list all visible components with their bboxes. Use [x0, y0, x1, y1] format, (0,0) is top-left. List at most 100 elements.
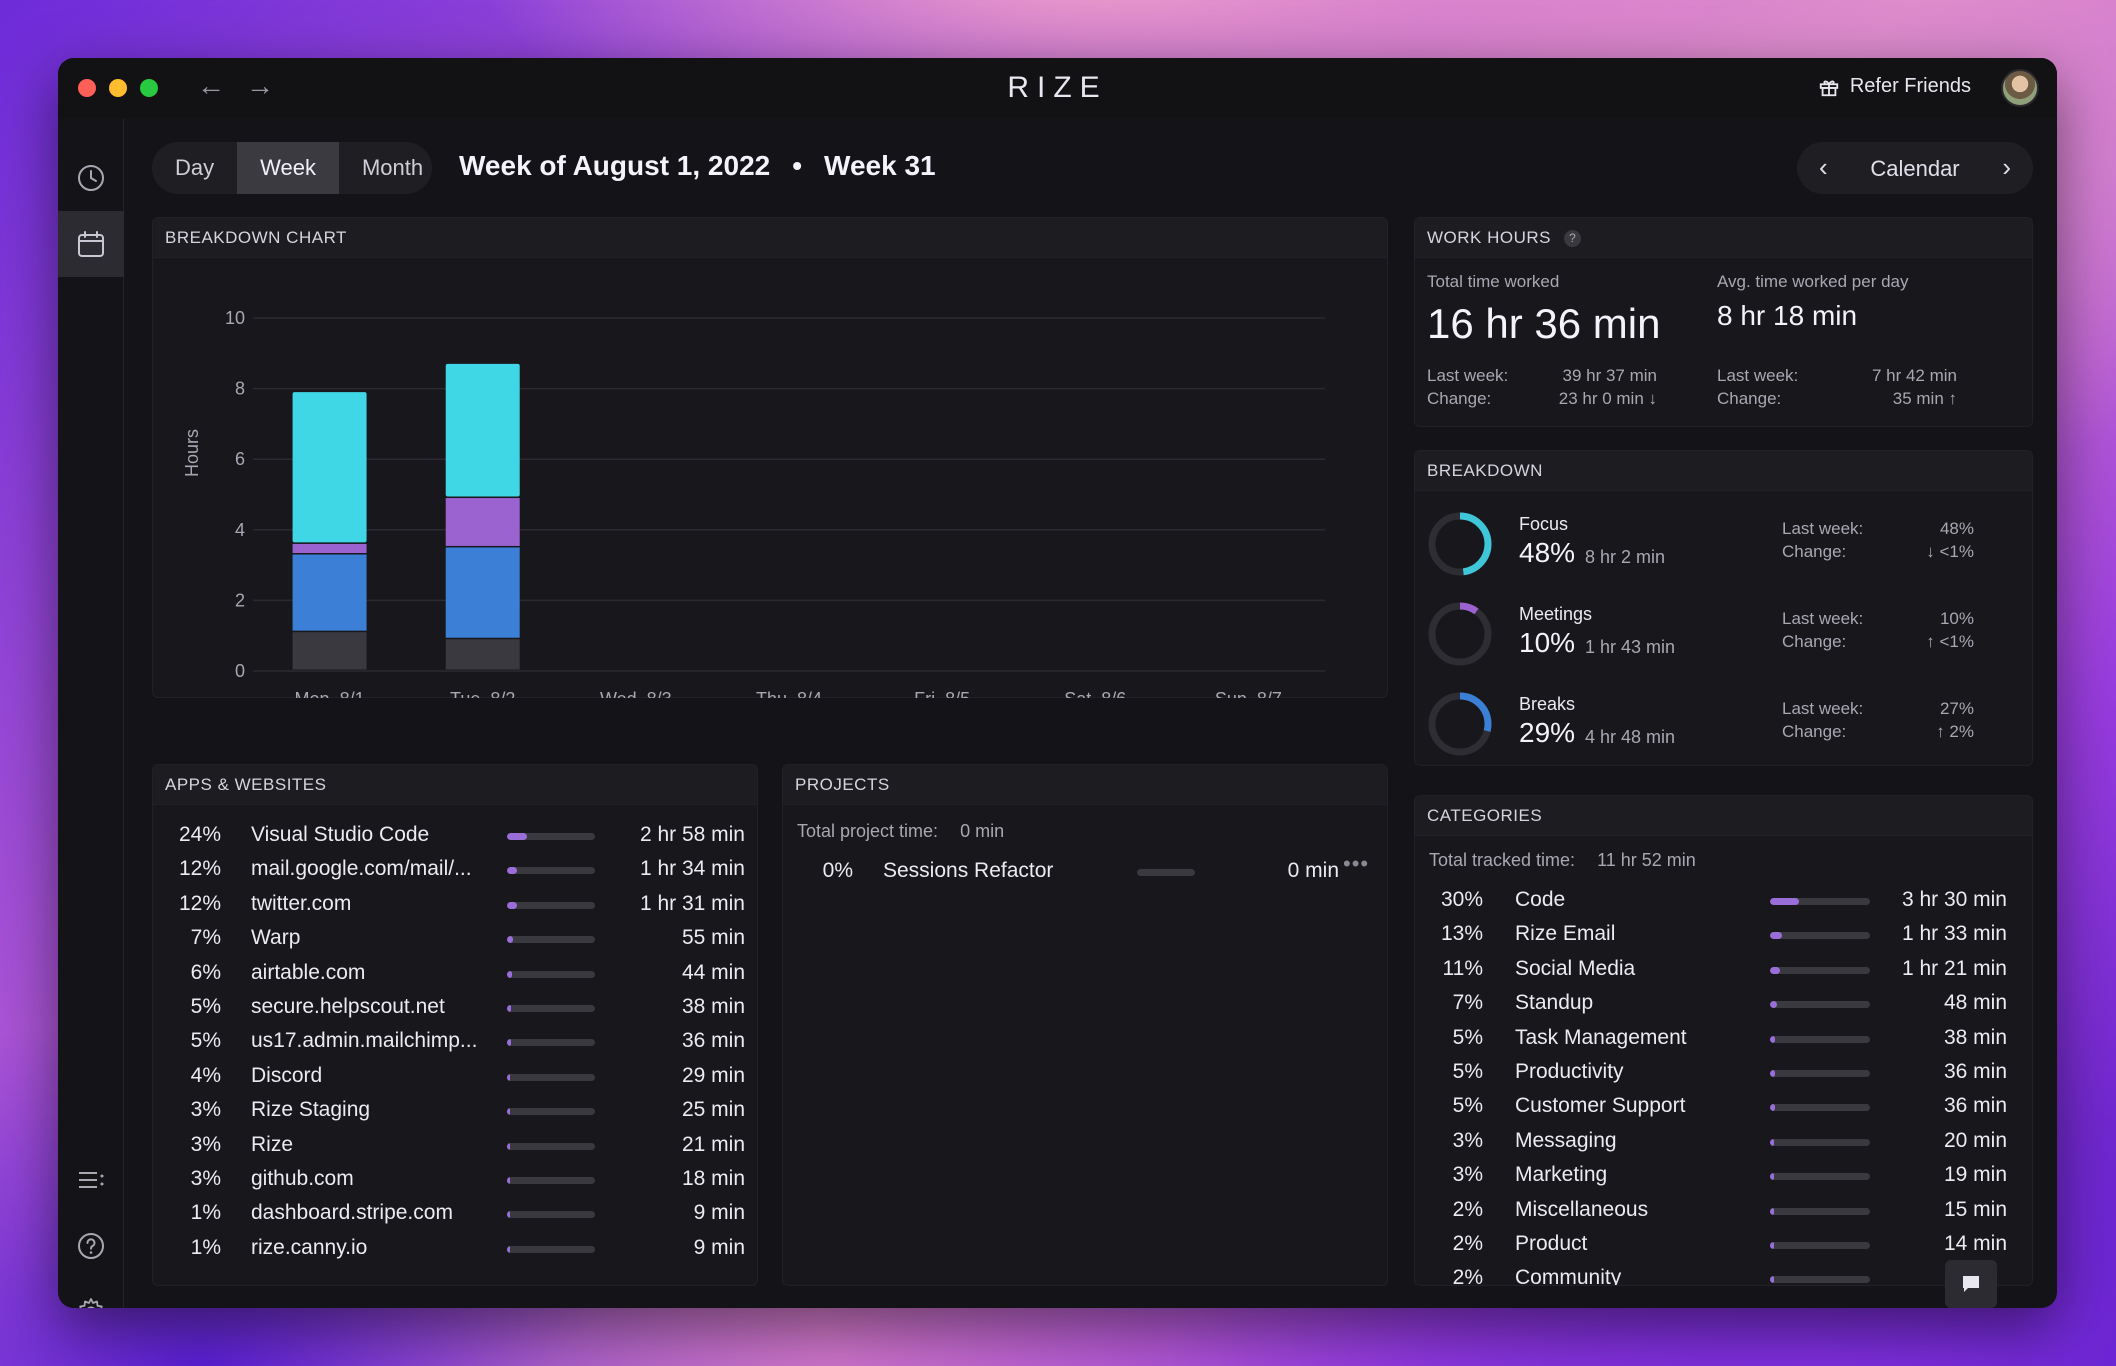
y-tick-label: 10	[225, 308, 245, 328]
chart-bar-segment[interactable]	[445, 547, 520, 638]
row-percent: 5%	[190, 1029, 221, 1053]
category-row[interactable]: 7% Standup 48 min	[1415, 987, 2032, 1021]
breakdown-duration: 1 hr 43 min	[1585, 637, 1676, 657]
app-row[interactable]: 24% Visual Studio Code 2 hr 58 min	[153, 819, 757, 853]
category-row[interactable]: 3% Messaging 20 min	[1415, 1125, 2032, 1159]
x-tick-label: Tue, 8/2	[450, 689, 515, 698]
row-name: Miscellaneous	[1515, 1197, 1649, 1221]
row-name: Standup	[1515, 991, 1594, 1015]
app-row[interactable]: 3% Rize Staging 25 min	[153, 1094, 757, 1128]
project-row[interactable]: 0% Sessions Refactor 0 min •••	[783, 851, 1387, 889]
avatar[interactable]	[2001, 69, 2039, 107]
forward-arrow-icon[interactable]: →	[246, 70, 274, 101]
row-percent: 11%	[1442, 956, 1483, 980]
chart-bar-segment[interactable]	[292, 554, 367, 631]
breakdown-row-meetings[interactable]: Meetings 10% 1 hr 43 min Last week: Change: 1…	[1415, 591, 2032, 671]
sidebar-item-help[interactable]	[58, 1213, 124, 1279]
category-row[interactable]: 30% Code 3 hr 30 min	[1415, 884, 2032, 918]
category-row[interactable]: 2% Miscellaneous 15 min	[1415, 1194, 2032, 1228]
row-duration: 38 min	[681, 995, 745, 1018]
row-progress-fill	[1770, 1001, 1777, 1009]
category-row[interactable]: 5% Task Management 38 min	[1415, 1022, 2032, 1056]
app-row[interactable]: 4% Discord 29 min	[153, 1060, 757, 1094]
app-row[interactable]: 5% us17.admin.mailchimp... 36 min	[153, 1025, 757, 1059]
row-duration: 9 min	[693, 1201, 745, 1225]
row-name: Task Management	[1515, 1025, 1687, 1049]
avg-last-week-value: 7 hr 42 min	[1871, 366, 1957, 385]
app-row[interactable]: 12% mail.google.com/mail/... 1 hr 34 min	[153, 853, 757, 887]
chart-bar-segment[interactable]	[445, 363, 520, 497]
chevron-left-icon[interactable]: ‹	[1819, 152, 1828, 182]
page-title-range: Week of August 1, 2022	[459, 150, 771, 181]
x-tick-label: Fri, 8/5	[914, 689, 970, 698]
app-row[interactable]: 1% dashboard.stripe.com 9 min	[153, 1197, 757, 1231]
row-duration: 1 hr 21 min	[1901, 956, 2007, 980]
tab-day[interactable]: Day	[175, 155, 215, 180]
breakdown-donut-arc	[1428, 602, 1492, 666]
sidebar-item-calendar[interactable]	[58, 211, 124, 277]
category-row[interactable]: 11% Social Media 1 hr 21 min	[1415, 953, 2032, 987]
row-duration: 1 hr 33 min	[1901, 922, 2007, 946]
row-duration: 48 min	[1943, 991, 2007, 1015]
breakdown-change-label: Change:	[1782, 722, 1847, 741]
app-row[interactable]: 7% Warp 55 min	[153, 922, 757, 956]
app-row[interactable]: 6% airtable.com 44 min	[153, 957, 757, 991]
row-name: Visual Studio Code	[251, 823, 430, 846]
breakdown-row-focus[interactable]: Focus 48% 8 hr 2 min Last week: Change: 48% ↓ …	[1415, 501, 2032, 581]
app-row[interactable]: 12% twitter.com 1 hr 31 min	[153, 888, 757, 922]
category-row[interactable]: 13% Rize Email 1 hr 33 min	[1415, 918, 2032, 952]
row-duration: 21 min	[681, 1132, 745, 1156]
chart-bar-segment[interactable]	[292, 392, 367, 543]
help-icon[interactable]: ?	[1564, 230, 1582, 247]
projects-panel: PROJECTS Total project time: 0 min 0% Sess…	[782, 764, 1388, 1286]
category-row[interactable]: 5% Productivity 36 min	[1415, 1056, 2032, 1090]
y-tick-label: 6	[235, 449, 245, 469]
breakdown-chart-heading: BREAKDOWN CHART	[153, 218, 1387, 258]
row-progress-bar	[507, 1005, 595, 1012]
app-row[interactable]: 3% github.com 18 min	[153, 1163, 757, 1197]
row-name: Discord	[251, 1063, 323, 1087]
app-window: ← → RIZE Refer Friends	[58, 58, 2057, 1308]
chart-bar-segment[interactable]	[445, 498, 520, 546]
tab-month[interactable]: Month	[361, 155, 424, 180]
tab-week[interactable]: Week	[237, 142, 339, 194]
app-row[interactable]: 5% secure.helpscout.net 38 min	[153, 991, 757, 1025]
row-name: secure.helpscout.net	[251, 995, 445, 1018]
breakdown-change-label: Change:	[1782, 542, 1847, 561]
breakdown-row-breaks[interactable]: Breaks 29% 4 hr 48 min Last week: Change: 27%…	[1415, 681, 2032, 761]
more-icon[interactable]: •••	[1343, 851, 1370, 876]
app-row[interactable]: 1% rize.canny.io 9 min	[153, 1232, 757, 1266]
breakdown-donut	[1428, 692, 1492, 756]
chart-bar-segment[interactable]	[292, 632, 367, 670]
back-arrow-icon[interactable]: ←	[197, 70, 225, 101]
minimize-window-button[interactable]	[109, 79, 127, 97]
row-duration: 25 min	[681, 1098, 745, 1122]
calendar-button[interactable]: Calendar	[1870, 156, 1960, 181]
row-progress-fill	[507, 867, 518, 875]
row-percent: 3%	[1452, 1128, 1483, 1152]
row-name: dashboard.stripe.com	[251, 1201, 453, 1225]
x-tick-label: Sun, 8/7	[1215, 689, 1282, 698]
row-duration: 44 min	[681, 960, 745, 984]
sidebar-item-timeline[interactable]	[58, 145, 124, 211]
app-row[interactable]: 3% Rize 21 min	[153, 1129, 757, 1163]
row-percent: 5%	[1452, 1025, 1483, 1049]
category-row[interactable]: 5% Customer Support 36 min	[1415, 1090, 2032, 1124]
sidebar-item-settings[interactable]	[58, 1279, 124, 1308]
row-percent: 12%	[178, 891, 221, 915]
zoom-window-button[interactable]	[140, 79, 158, 97]
category-row[interactable]: 2% Product 14 min	[1415, 1228, 2032, 1262]
chevron-right-icon[interactable]: ›	[2002, 152, 2011, 182]
chart-bar-segment[interactable]	[292, 543, 367, 554]
category-row[interactable]: 3% Marketing 19 min	[1415, 1159, 2032, 1193]
chart-bar-segment[interactable]	[445, 639, 520, 670]
refer-friends-button[interactable]: Refer Friends	[1818, 75, 1971, 98]
category-row[interactable]: 2% Community	[1415, 1262, 2032, 1285]
chat-button[interactable]	[1945, 1260, 1997, 1308]
row-duration: 38 min	[1943, 1025, 2007, 1049]
sidebar-item-list[interactable]	[58, 1147, 124, 1213]
row-progress-fill	[507, 970, 513, 978]
close-window-button[interactable]	[78, 79, 96, 97]
row-progress-fill	[1770, 1138, 1774, 1146]
avg-last-week-label: Last week:	[1717, 366, 1799, 385]
